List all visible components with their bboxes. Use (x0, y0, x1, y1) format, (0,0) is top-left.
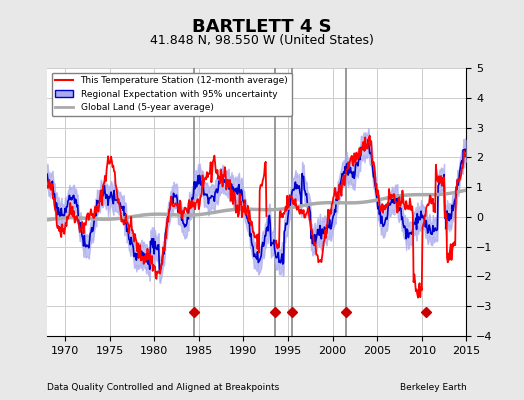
Text: Data Quality Controlled and Aligned at Breakpoints: Data Quality Controlled and Aligned at B… (47, 383, 279, 392)
Text: BARTLETT 4 S: BARTLETT 4 S (192, 18, 332, 36)
Text: Berkeley Earth: Berkeley Earth (400, 383, 466, 392)
Text: 41.848 N, 98.550 W (United States): 41.848 N, 98.550 W (United States) (150, 34, 374, 47)
